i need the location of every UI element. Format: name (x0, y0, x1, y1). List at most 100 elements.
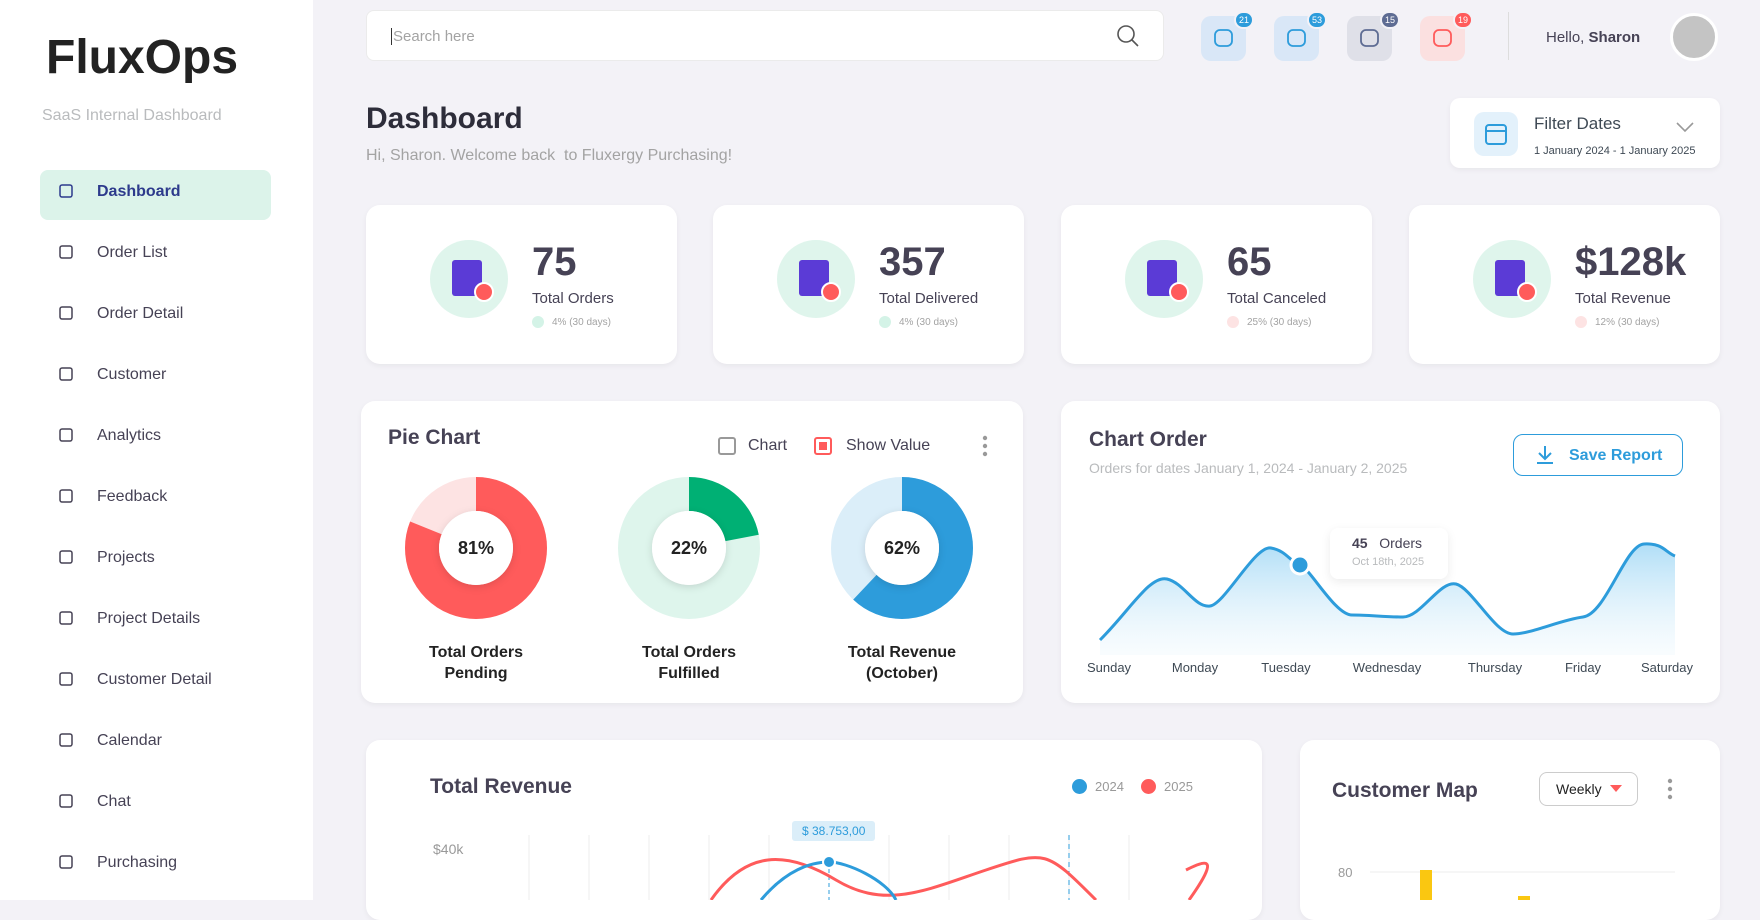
stat-card (366, 205, 677, 364)
stat-glyph (799, 260, 841, 302)
stat-icon (777, 240, 855, 318)
revenue-title: Total Revenue (430, 775, 572, 798)
nav-item[interactable]: Calendar (97, 732, 162, 749)
download-icon (1537, 446, 1553, 464)
stat-card (1409, 205, 1720, 364)
stat-card (1061, 205, 1372, 364)
revenue-plot (528, 835, 1210, 900)
donut-arc (831, 477, 973, 619)
nav-item[interactable]: Chat (97, 793, 131, 810)
glyph-body (799, 260, 829, 296)
calendar-icon (1485, 124, 1507, 145)
glyph-body (452, 260, 482, 296)
nav-item[interactable]: Analytics (97, 427, 162, 444)
order-point (1289, 554, 1311, 576)
day-label: Friday (1564, 660, 1602, 675)
badge: 21 (1234, 11, 1255, 29)
stat-label: Total Canceled (1227, 290, 1327, 307)
nav-icon (59, 489, 73, 503)
top-icon-glyph (1287, 29, 1306, 47)
filter-range: 1 January 2024 - 1 January 2025 (1534, 145, 1696, 157)
tooltip-number: 45 (1352, 535, 1368, 551)
page-subtitle: Hi, Sharon. Welcome back to Fluxergy Pur… (366, 147, 733, 164)
stat-icon (1125, 240, 1203, 318)
nav-item[interactable]: Customer (97, 366, 167, 383)
toggle-value-label: Show Value (846, 437, 931, 454)
stat-label: Total Orders (532, 290, 614, 307)
glyph-body (1495, 260, 1525, 296)
map-tick: 80 (1338, 865, 1353, 880)
glyph (1287, 29, 1306, 47)
toggle-value-fill (819, 442, 827, 450)
day-label: Sunday (1086, 660, 1132, 675)
nav-icon (59, 428, 73, 442)
nav-item[interactable]: Customer Detail (97, 671, 212, 688)
donut-label: Total Orders (642, 644, 736, 661)
legend-label: 2025 (1164, 779, 1193, 794)
period-select[interactable] (1539, 772, 1638, 806)
map-card (1300, 740, 1720, 920)
donut-label: (October) (866, 665, 938, 682)
trend-icon (879, 316, 891, 328)
save-report-label: Save Report (1569, 447, 1663, 464)
user-name: Sharon (1588, 29, 1641, 46)
nav-icon-shape (59, 672, 73, 686)
search-box[interactable] (366, 10, 1164, 61)
greeting-text: Hello, (1546, 29, 1585, 46)
nav-item[interactable]: Order List (97, 244, 168, 261)
nav-icon (59, 184, 73, 198)
pie-title: Pie Chart (388, 426, 481, 449)
stat-card (713, 205, 1024, 364)
nav-item[interactable]: Feedback (97, 488, 168, 505)
nav-icon (59, 550, 73, 564)
nav-icon-shape (59, 794, 73, 808)
map-menu[interactable] (1665, 777, 1675, 801)
day-label: Saturday (1640, 660, 1694, 675)
save-report[interactable] (1513, 434, 1683, 476)
map-plot (1370, 870, 1675, 900)
nav-icon-shape (59, 367, 73, 381)
donut-label: Fulfilled (658, 665, 719, 682)
period-label: Weekly (1556, 781, 1602, 797)
tooltip-date: Oct 18th, 2025 (1352, 556, 1425, 568)
sidebar (0, 0, 313, 900)
nav-icon-shape (59, 184, 73, 198)
brand: FluxOps (46, 31, 239, 84)
nav-item[interactable]: Purchasing (97, 854, 178, 871)
tooltip-value: 45 Orders (1352, 535, 1422, 551)
glyph-badge (474, 282, 494, 302)
donut-center (439, 511, 513, 585)
nav-item[interactable]: Dashboard (97, 183, 181, 200)
greeting: Hello, Sharon (1546, 29, 1640, 46)
nav-icon (59, 611, 73, 625)
body: FluxOps SaaS Internal Dashboard Search h… (0, 0, 1720, 920)
stat-icon (430, 240, 508, 318)
page: FluxOps {"sidebar":{"brand":"FluxOps","t… (0, 0, 1720, 920)
trend-icon (532, 316, 544, 328)
donut-label: Total Revenue (848, 644, 956, 661)
donut-value: 81% (458, 538, 494, 558)
toggle-chart-box[interactable] (718, 437, 736, 455)
nav-item[interactable]: Project Details (97, 610, 201, 627)
trend-icon (1575, 316, 1587, 328)
nav-icon-shape (59, 855, 73, 869)
stat-value: 75 (532, 240, 577, 284)
legend-dot (1072, 779, 1087, 794)
nav-icon-shape (59, 428, 73, 442)
stat-change: 25% (30 days) (1247, 317, 1312, 328)
order-line (1098, 542, 1676, 642)
day-label: Monday (1171, 660, 1219, 675)
stat-glyph (1495, 260, 1537, 302)
nav-item[interactable]: Projects (97, 549, 155, 566)
donut-center (652, 511, 726, 585)
nav-item[interactable]: Order Detail (97, 305, 184, 322)
toggle-value-box[interactable] (814, 437, 832, 455)
nav-icon (59, 733, 73, 747)
day-label: Thursday (1467, 660, 1523, 675)
search-placeholder: Search here (391, 28, 475, 45)
avatar[interactable] (1670, 13, 1718, 61)
pie-menu[interactable] (980, 434, 990, 458)
order-subtitle: Orders for dates January 1, 2024 - Janua… (1089, 460, 1408, 476)
donut-center (865, 511, 939, 585)
filter-icon (1474, 112, 1518, 156)
